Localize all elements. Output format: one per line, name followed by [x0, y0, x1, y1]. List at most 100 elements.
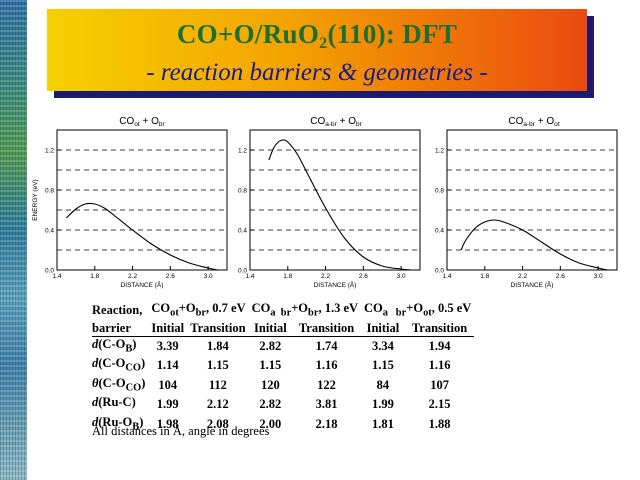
table-cell: 2.82: [259, 338, 282, 353]
table-cell: 107: [430, 377, 449, 392]
table-row: θ(C-OCO) 104 112 120 122 84 107: [92, 376, 474, 396]
y-tick-label: 0.4: [238, 228, 247, 235]
header-group-1: COot+Obr, 0.7 eV: [151, 301, 246, 319]
y-axis-label: ENERGY (eV): [32, 179, 39, 220]
y-tick-label: 0.0: [238, 268, 247, 275]
table-cell: 104: [158, 377, 178, 392]
x-tick-label: 2.2: [128, 273, 137, 280]
table-cell: 2.08: [206, 416, 229, 431]
plot-frame-2: [249, 129, 421, 271]
table-cell: 1.99: [371, 397, 394, 412]
y-tick-label: 1.2: [238, 148, 247, 155]
plot-frame-1: [56, 129, 228, 271]
y-tick-label: 0.0: [45, 268, 54, 275]
table-cell: 2.12: [206, 397, 229, 412]
x-tick-label: 1.4: [442, 273, 451, 280]
table-cell: 1.84: [206, 338, 229, 353]
table-cell: 2.18: [315, 416, 338, 431]
col-header: Initial: [248, 320, 293, 337]
header-group-2: COa br+Obr, 1.3 eV: [251, 301, 359, 319]
table-cell: 1.94: [428, 338, 451, 353]
col-header: Initial: [148, 320, 188, 337]
x-tick-label: 2.2: [518, 273, 527, 280]
table-cell: 1.81: [371, 416, 394, 431]
table-cell: 1.15: [259, 358, 282, 373]
x-axis-label: DISTANCE (Å): [314, 280, 357, 289]
chart-title-1: COot + Obr: [119, 116, 165, 128]
side-decoration-stripe: [0, 0, 27, 480]
slide-subtitle: - reaction barriers & geometries -: [146, 59, 488, 86]
x-tick-label: 3.0: [204, 273, 213, 280]
x-tick-label: 1.4: [245, 273, 254, 280]
x-axis-label: DISTANCE (Å): [121, 280, 164, 289]
table-cell: 1.15: [206, 358, 229, 373]
row-label: d(C-OB): [92, 336, 137, 355]
chart-title-3: COa-br + Oot: [508, 116, 560, 128]
slide-title: CO+O/RuO2(110): DFT: [176, 19, 458, 52]
table-cell: 3.39: [156, 338, 179, 353]
header-group-3: COa br+Oot, 0.5 eV: [364, 301, 472, 319]
table-cell: 1.14: [156, 358, 179, 373]
col-header: Transition: [292, 320, 362, 337]
col-header: Transition: [404, 320, 475, 337]
x-tick-label: 2.6: [556, 273, 565, 280]
table-cell: 1.74: [315, 338, 338, 353]
row-label: d(Ru-C): [92, 395, 136, 409]
x-tick-label: 1.8: [90, 273, 99, 280]
x-tick-label: 3.0: [397, 273, 406, 280]
chart-title-2: COa-br + Obr: [310, 116, 362, 128]
table-cell: 3.81: [315, 397, 338, 412]
row-label: d(Ru-OB): [92, 414, 144, 433]
header-barrier-label: barrier: [92, 320, 149, 337]
x-tick-label: 1.4: [52, 273, 61, 280]
table-row: d(C-OCO) 1.14 1.15 1.15 1.16 1.15 1.16: [92, 356, 474, 376]
y-tick-label: 0.8: [238, 188, 247, 195]
table-cell: 84: [376, 377, 390, 392]
barrier-table: Reaction, COot+Obr, 0.7 eV COa br+Obr, 1…: [92, 301, 475, 435]
table-cell: 1.88: [428, 416, 451, 431]
table-header-row: Reaction, COot+Obr, 0.7 eV COa br+Obr, 1…: [92, 301, 474, 321]
table-row: d(C-OB) 3.39 1.84 2.82 1.74 3.34 1.94: [92, 336, 474, 356]
table-cell: 2.82: [259, 397, 282, 412]
x-tick-label: 2.6: [166, 273, 175, 280]
table-cell: 122: [317, 377, 336, 392]
col-header: Initial: [361, 320, 405, 337]
table-row: d(Ru-OB) 1.98 2.08 2.00 2.18 1.81 1.88: [92, 415, 474, 435]
table-cell: 1.15: [371, 358, 394, 373]
energy-profile-charts: 0.0 0.4 0.8 1.2 1.4 1.8 2.2 2.6 3.0 DISTANCE (Å) E…: [32, 129, 618, 289]
table-cell: 1.98: [156, 416, 179, 431]
y-tick-label: 0.4: [45, 228, 54, 235]
x-tick-label: 1.8: [283, 273, 292, 280]
x-tick-label: 1.8: [480, 273, 489, 280]
table-cell: 1.99: [156, 397, 179, 412]
y-tick-label: 1.2: [435, 148, 444, 155]
table-cell: 2.00: [259, 416, 282, 431]
x-tick-label: 2.2: [321, 273, 330, 280]
row-label: d(C-OCO): [92, 356, 146, 374]
table-row: d(Ru-C) 1.99 2.12 2.82 3.81 1.99 2.15: [92, 395, 474, 415]
energy-curve-1: [66, 202, 218, 271]
col-header: Transition: [187, 320, 249, 337]
table-cell: 1.16: [428, 358, 451, 373]
y-tick-label: 0.8: [45, 188, 54, 195]
y-tick-label: 0.0: [435, 268, 444, 275]
x-tick-label: 2.6: [359, 273, 368, 280]
table-subheader-row: barrier Initial Transition Initial Trans…: [92, 320, 475, 337]
x-axis-label: DISTANCE (Å): [511, 280, 554, 289]
y-tick-label: 0.8: [435, 188, 444, 195]
title-banner: CO+O/RuO2(110): DFT - reaction barriers …: [47, 9, 587, 91]
energy-curve-2: [268, 139, 411, 271]
table-note: All distances in Å, angle in degrees: [92, 424, 270, 438]
plot-frame-3: [446, 129, 618, 271]
table-cell: 1.16: [315, 358, 338, 373]
y-tick-label: 0.4: [435, 228, 444, 235]
table-cell: 112: [208, 377, 227, 392]
y-tick-label: 1.2: [45, 148, 54, 155]
x-tick-label: 3.0: [594, 273, 603, 280]
header-reaction-label: Reaction,: [92, 303, 143, 318]
table-cell: 2.15: [428, 397, 451, 412]
row-label: θ(C-OCO): [92, 375, 146, 394]
table-cell: 120: [260, 377, 280, 392]
energy-curve-3: [460, 219, 608, 271]
table-cell: 3.34: [371, 338, 394, 353]
